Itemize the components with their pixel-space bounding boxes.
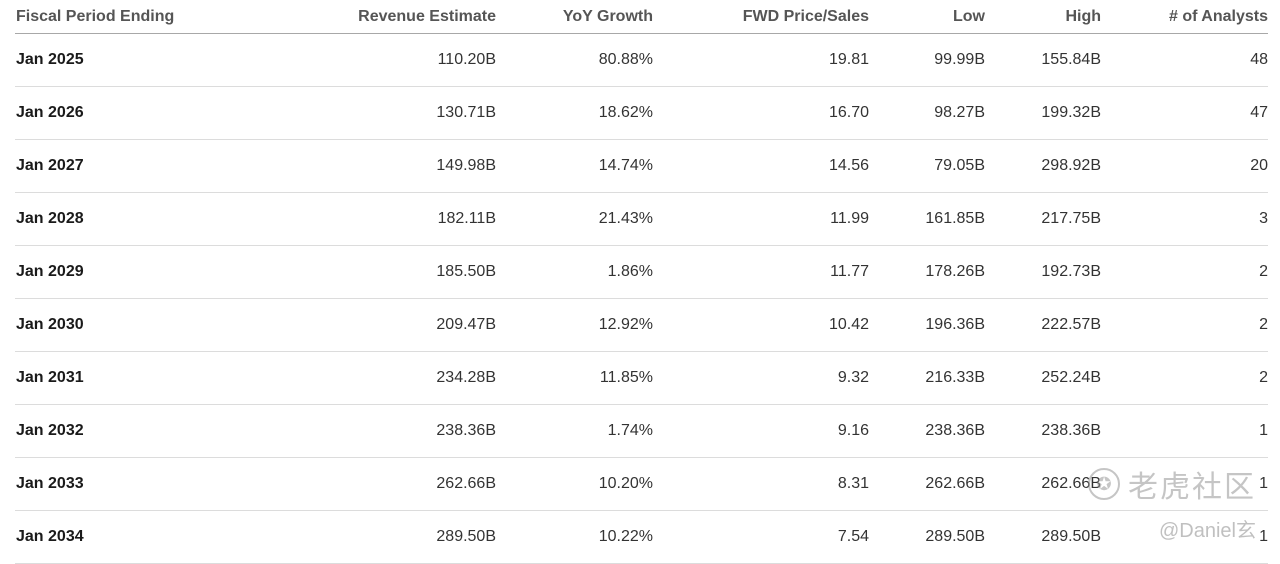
fwd-price-sales-cell: 11.99 — [653, 192, 869, 246]
high-cell: 298.92B — [985, 139, 1101, 193]
header-row: Fiscal Period Ending Revenue Estimate Yo… — [15, 0, 1268, 34]
high-cell: 289.50B — [985, 510, 1101, 564]
num-analysts-cell: 3 — [1101, 192, 1268, 246]
table-row: Jan 2025 110.20B 80.88% 19.81 99.99B 155.84B 4… — [15, 33, 1268, 87]
fwd-price-sales-cell: 10.42 — [653, 298, 869, 352]
table-row: Jan 2033 262.66B 10.20% 8.31 262.66B 262.66B 1 — [15, 457, 1268, 511]
header-yoy-growth[interactable]: YoY Growth — [496, 0, 653, 34]
fwd-price-sales-cell: 16.70 — [653, 86, 869, 140]
revenue-estimates-table: Fiscal Period Ending Revenue Estimate Yo… — [15, 0, 1268, 564]
revenue-estimate-cell: 110.20B — [275, 33, 496, 87]
yoy-growth-cell: 1.86% — [496, 245, 653, 299]
high-cell: 222.57B — [985, 298, 1101, 352]
header-high[interactable]: High — [985, 0, 1101, 34]
num-analysts-cell: 2 — [1101, 245, 1268, 299]
high-cell: 238.36B — [985, 404, 1101, 458]
table-row: Jan 2030 209.47B 12.92% 10.42 196.36B 222.57B… — [15, 298, 1268, 352]
yoy-growth-cell: 14.74% — [496, 139, 653, 193]
fwd-price-sales-cell: 14.56 — [653, 139, 869, 193]
yoy-growth-cell: 1.74% — [496, 404, 653, 458]
revenue-estimates-table-container: Fiscal Period Ending Revenue Estimate Yo… — [15, 0, 1268, 564]
yoy-growth-cell: 80.88% — [496, 33, 653, 87]
num-analysts-cell: 48 — [1101, 33, 1268, 87]
table-row: Jan 2026 130.71B 18.62% 16.70 98.27B 199.32B 4… — [15, 86, 1268, 140]
high-cell: 217.75B — [985, 192, 1101, 246]
header-num-analysts[interactable]: # of Analysts — [1101, 0, 1268, 34]
num-analysts-cell: 1 — [1101, 457, 1268, 511]
high-cell: 199.32B — [985, 86, 1101, 140]
num-analysts-cell: 2 — [1101, 298, 1268, 352]
header-fiscal-period[interactable]: Fiscal Period Ending — [15, 0, 275, 34]
low-cell: 196.36B — [869, 298, 985, 352]
low-cell: 216.33B — [869, 351, 985, 405]
fiscal-period-cell: Jan 2026 — [15, 86, 275, 140]
num-analysts-cell: 1 — [1101, 510, 1268, 564]
fiscal-period-cell: Jan 2027 — [15, 139, 275, 193]
revenue-estimate-cell: 149.98B — [275, 139, 496, 193]
num-analysts-cell: 1 — [1101, 404, 1268, 458]
fiscal-period-cell: Jan 2031 — [15, 351, 275, 405]
yoy-growth-cell: 21.43% — [496, 192, 653, 246]
low-cell: 99.99B — [869, 33, 985, 87]
fwd-price-sales-cell: 9.32 — [653, 351, 869, 405]
fiscal-period-cell: Jan 2033 — [15, 457, 275, 511]
header-fwd-price-sales[interactable]: FWD Price/Sales — [653, 0, 869, 34]
high-cell: 192.73B — [985, 245, 1101, 299]
revenue-estimate-cell: 182.11B — [275, 192, 496, 246]
fiscal-period-cell: Jan 2032 — [15, 404, 275, 458]
fwd-price-sales-cell: 7.54 — [653, 510, 869, 564]
num-analysts-cell: 2 — [1101, 351, 1268, 405]
yoy-growth-cell: 12.92% — [496, 298, 653, 352]
fiscal-period-cell: Jan 2030 — [15, 298, 275, 352]
table-row: Jan 2032 238.36B 1.74% 9.16 238.36B 238.36B 1 — [15, 404, 1268, 458]
header-revenue-estimate[interactable]: Revenue Estimate — [275, 0, 496, 34]
revenue-estimate-cell: 238.36B — [275, 404, 496, 458]
yoy-growth-cell: 18.62% — [496, 86, 653, 140]
yoy-growth-cell: 10.20% — [496, 457, 653, 511]
yoy-growth-cell: 10.22% — [496, 510, 653, 564]
revenue-estimate-cell: 130.71B — [275, 86, 496, 140]
high-cell: 262.66B — [985, 457, 1101, 511]
fiscal-period-cell: Jan 2034 — [15, 510, 275, 564]
table-header: Fiscal Period Ending Revenue Estimate Yo… — [15, 0, 1268, 34]
table-body: Jan 2025 110.20B 80.88% 19.81 99.99B 155.84B 4… — [15, 33, 1268, 564]
num-analysts-cell: 47 — [1101, 86, 1268, 140]
table-row: Jan 2031 234.28B 11.85% 9.32 216.33B 252.24B 2 — [15, 351, 1268, 405]
fiscal-period-cell: Jan 2025 — [15, 33, 275, 87]
table-row: Jan 2027 149.98B 14.74% 14.56 79.05B 298.92B 2… — [15, 139, 1268, 193]
high-cell: 252.24B — [985, 351, 1101, 405]
fwd-price-sales-cell: 11.77 — [653, 245, 869, 299]
table-row: Jan 2034 289.50B 10.22% 7.54 289.50B 289.50B 1 — [15, 510, 1268, 564]
revenue-estimate-cell: 185.50B — [275, 245, 496, 299]
fwd-price-sales-cell: 9.16 — [653, 404, 869, 458]
fiscal-period-cell: Jan 2028 — [15, 192, 275, 246]
low-cell: 289.50B — [869, 510, 985, 564]
revenue-estimate-cell: 234.28B — [275, 351, 496, 405]
num-analysts-cell: 20 — [1101, 139, 1268, 193]
high-cell: 155.84B — [985, 33, 1101, 87]
low-cell: 79.05B — [869, 139, 985, 193]
fwd-price-sales-cell: 19.81 — [653, 33, 869, 87]
revenue-estimate-cell: 262.66B — [275, 457, 496, 511]
fwd-price-sales-cell: 8.31 — [653, 457, 869, 511]
yoy-growth-cell: 11.85% — [496, 351, 653, 405]
table-row: Jan 2029 185.50B 1.86% 11.77 178.26B 192.73B 2 — [15, 245, 1268, 299]
low-cell: 98.27B — [869, 86, 985, 140]
low-cell: 262.66B — [869, 457, 985, 511]
low-cell: 161.85B — [869, 192, 985, 246]
revenue-estimate-cell: 289.50B — [275, 510, 496, 564]
low-cell: 178.26B — [869, 245, 985, 299]
low-cell: 238.36B — [869, 404, 985, 458]
header-low[interactable]: Low — [869, 0, 985, 34]
revenue-estimate-cell: 209.47B — [275, 298, 496, 352]
table-row: Jan 2028 182.11B 21.43% 11.99 161.85B 217.75B… — [15, 192, 1268, 246]
fiscal-period-cell: Jan 2029 — [15, 245, 275, 299]
